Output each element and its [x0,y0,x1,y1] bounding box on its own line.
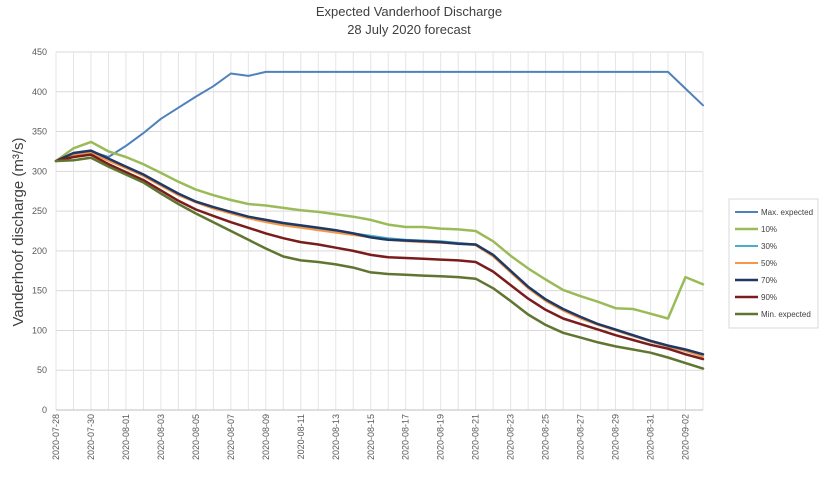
series-line [54,149,705,356]
legend-label: 50% [761,259,777,268]
x-tick-label: 2020-08-19 [436,414,446,460]
gridlines [55,51,704,411]
y-tick-label: 0 [42,405,47,415]
y-tick-label: 200 [32,246,47,256]
legend: Max. expected 10% 30% 50% 70% 90% Min. expecte… [735,208,813,319]
x-tick-label: 2020-09-02 [681,414,691,460]
x-tick-label: 2020-08-17 [401,414,411,460]
x-tick-label: 2020-08-03 [156,414,166,460]
y-axis-label: Vanderhoof discharge (m³/s) [10,138,27,327]
legend-label: Min. expected [761,310,811,319]
legend-label: 90% [761,293,777,302]
x-tick-label: 2020-08-29 [611,414,621,460]
x-tick-label: 2020-08-21 [471,414,481,460]
x-tick-label: 2020-08-05 [191,414,201,460]
series-line [54,140,705,320]
y-tick-label: 50 [37,365,47,375]
series-line [54,153,705,361]
x-tick-label: 2020-07-30 [86,414,96,460]
y-tick-labels: 0 50 100 150 200 250 300 350 400 450 [32,47,47,415]
y-tick-label: 350 [32,127,47,137]
x-tick-label: 2020-08-25 [541,414,551,460]
x-tick-label: 2020-08-07 [226,414,236,460]
x-tick-label: 2020-08-09 [261,414,271,460]
y-tick-label: 450 [32,47,47,57]
y-tick-label: 400 [32,87,47,97]
legend-label: Max. expected [761,208,813,217]
y-tick-label: 100 [32,325,47,335]
chart-subtitle: 28 July 2020 forecast [347,22,471,37]
x-tick-label: 2020-08-23 [506,414,516,460]
series-line [54,156,705,370]
y-tick-label: 300 [32,166,47,176]
x-tick-label: 2020-08-31 [646,414,656,460]
legend-label: 30% [761,242,777,251]
x-tick-label: 2020-07-28 [51,414,61,460]
series-lines [54,70,705,370]
y-tick-label: 150 [32,286,47,296]
x-tick-label: 2020-08-13 [331,414,341,460]
x-tick-label: 2020-08-27 [576,414,586,460]
series-line [55,70,704,162]
y-tick-label: 250 [32,206,47,216]
legend-label: 70% [761,276,777,285]
chart-title: Expected Vanderhoof Discharge [316,4,502,19]
x-tick-labels: 2020-07-28 2020-07-30 2020-08-01 2020-08-03… [51,414,691,460]
x-tick-label: 2020-08-15 [366,414,376,460]
legend-label: 10% [761,225,777,234]
x-tick-label: 2020-08-01 [121,414,131,460]
x-tick-label: 2020-08-11 [296,414,306,459]
